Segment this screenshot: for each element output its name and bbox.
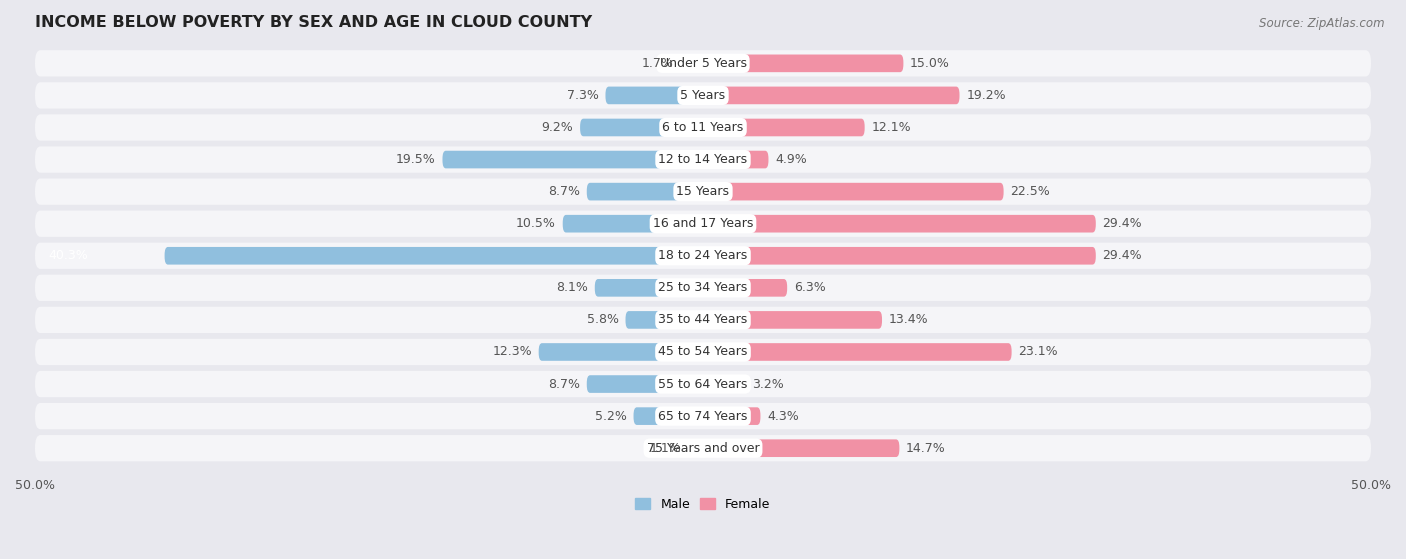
FancyBboxPatch shape [35, 403, 1371, 429]
Text: 10.5%: 10.5% [516, 217, 555, 230]
FancyBboxPatch shape [703, 279, 787, 297]
Text: 8.7%: 8.7% [548, 377, 581, 391]
Text: 12 to 14 Years: 12 to 14 Years [658, 153, 748, 166]
Text: 5.2%: 5.2% [595, 410, 627, 423]
FancyBboxPatch shape [703, 311, 882, 329]
Text: INCOME BELOW POVERTY BY SEX AND AGE IN CLOUD COUNTY: INCOME BELOW POVERTY BY SEX AND AGE IN C… [35, 15, 592, 30]
FancyBboxPatch shape [35, 82, 1371, 108]
FancyBboxPatch shape [689, 439, 703, 457]
Legend: Male, Female: Male, Female [630, 493, 776, 516]
Text: 9.2%: 9.2% [541, 121, 574, 134]
Text: 65 to 74 Years: 65 to 74 Years [658, 410, 748, 423]
FancyBboxPatch shape [538, 343, 703, 361]
Text: 4.9%: 4.9% [775, 153, 807, 166]
Text: 16 and 17 Years: 16 and 17 Years [652, 217, 754, 230]
Text: 19.5%: 19.5% [396, 153, 436, 166]
Text: 5 Years: 5 Years [681, 89, 725, 102]
Text: 12.3%: 12.3% [492, 345, 531, 358]
Text: 15.0%: 15.0% [910, 57, 950, 70]
FancyBboxPatch shape [606, 87, 703, 104]
FancyBboxPatch shape [35, 274, 1371, 301]
FancyBboxPatch shape [703, 183, 1004, 201]
FancyBboxPatch shape [35, 146, 1371, 173]
FancyBboxPatch shape [35, 435, 1371, 461]
FancyBboxPatch shape [703, 408, 761, 425]
FancyBboxPatch shape [581, 119, 703, 136]
Text: 6 to 11 Years: 6 to 11 Years [662, 121, 744, 134]
FancyBboxPatch shape [35, 50, 1371, 77]
FancyBboxPatch shape [35, 211, 1371, 237]
FancyBboxPatch shape [586, 183, 703, 201]
FancyBboxPatch shape [35, 115, 1371, 141]
FancyBboxPatch shape [586, 375, 703, 393]
Text: 7.3%: 7.3% [567, 89, 599, 102]
FancyBboxPatch shape [703, 151, 769, 168]
Text: 8.7%: 8.7% [548, 185, 581, 198]
Text: Under 5 Years: Under 5 Years [659, 57, 747, 70]
Text: 15 Years: 15 Years [676, 185, 730, 198]
Text: 75 Years and over: 75 Years and over [647, 442, 759, 454]
Text: 29.4%: 29.4% [1102, 217, 1142, 230]
FancyBboxPatch shape [35, 371, 1371, 397]
Text: 3.2%: 3.2% [752, 377, 785, 391]
FancyBboxPatch shape [703, 55, 904, 72]
Text: 45 to 54 Years: 45 to 54 Years [658, 345, 748, 358]
Text: 4.3%: 4.3% [768, 410, 799, 423]
FancyBboxPatch shape [562, 215, 703, 233]
FancyBboxPatch shape [35, 307, 1371, 333]
Text: Source: ZipAtlas.com: Source: ZipAtlas.com [1260, 17, 1385, 30]
Text: 13.4%: 13.4% [889, 314, 928, 326]
Text: 22.5%: 22.5% [1011, 185, 1050, 198]
Text: 14.7%: 14.7% [905, 442, 946, 454]
Text: 8.1%: 8.1% [557, 281, 588, 295]
FancyBboxPatch shape [703, 119, 865, 136]
Text: 55 to 64 Years: 55 to 64 Years [658, 377, 748, 391]
Text: 1.7%: 1.7% [641, 57, 673, 70]
FancyBboxPatch shape [626, 311, 703, 329]
Text: 18 to 24 Years: 18 to 24 Years [658, 249, 748, 262]
FancyBboxPatch shape [703, 375, 745, 393]
FancyBboxPatch shape [443, 151, 703, 168]
Text: 35 to 44 Years: 35 to 44 Years [658, 314, 748, 326]
FancyBboxPatch shape [595, 279, 703, 297]
FancyBboxPatch shape [35, 339, 1371, 365]
FancyBboxPatch shape [681, 55, 703, 72]
FancyBboxPatch shape [165, 247, 703, 264]
FancyBboxPatch shape [35, 178, 1371, 205]
FancyBboxPatch shape [35, 243, 1371, 269]
Text: 12.1%: 12.1% [872, 121, 911, 134]
FancyBboxPatch shape [703, 439, 900, 457]
FancyBboxPatch shape [634, 408, 703, 425]
Text: 19.2%: 19.2% [966, 89, 1005, 102]
Text: 40.3%: 40.3% [48, 249, 89, 262]
Text: 25 to 34 Years: 25 to 34 Years [658, 281, 748, 295]
Text: 6.3%: 6.3% [794, 281, 825, 295]
FancyBboxPatch shape [703, 343, 1011, 361]
FancyBboxPatch shape [703, 215, 1095, 233]
Text: 1.1%: 1.1% [650, 442, 682, 454]
Text: 29.4%: 29.4% [1102, 249, 1142, 262]
Text: 5.8%: 5.8% [586, 314, 619, 326]
Text: 23.1%: 23.1% [1018, 345, 1057, 358]
FancyBboxPatch shape [703, 87, 959, 104]
FancyBboxPatch shape [703, 247, 1095, 264]
